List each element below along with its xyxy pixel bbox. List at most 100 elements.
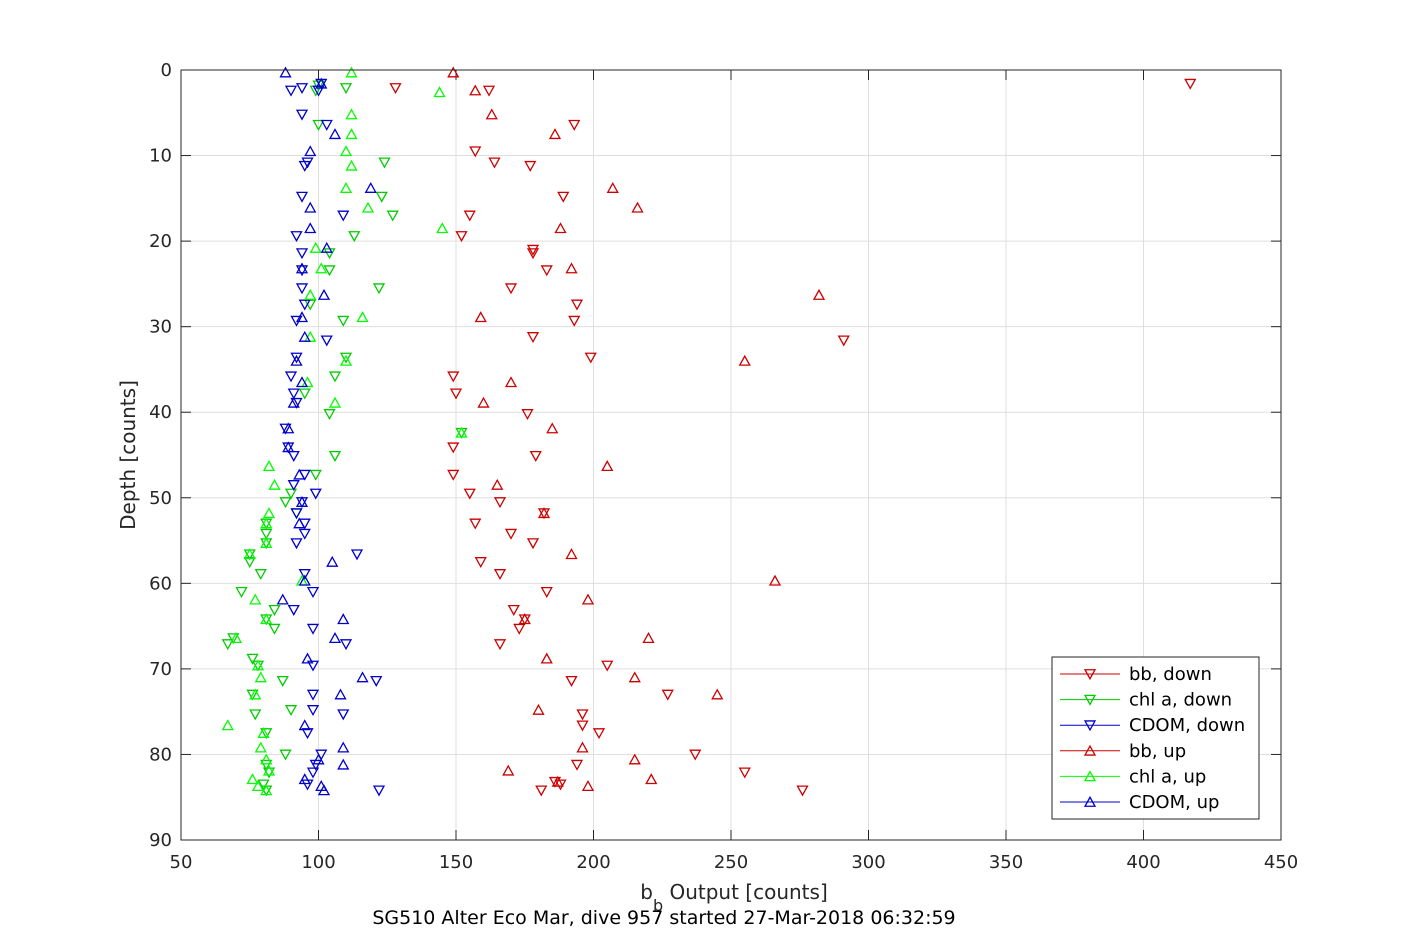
point-cdom-down xyxy=(372,785,386,797)
point-chl-a-down xyxy=(254,569,267,581)
axis-ticks: 50 100 150 200 250 300 350 400 450 0 10 20 30 40 50 60 7… xyxy=(149,60,1298,873)
data-marks xyxy=(221,66,1197,797)
point-cdom-up xyxy=(337,741,350,753)
point-chl-a-up xyxy=(268,478,281,490)
point-bb-down xyxy=(463,488,476,500)
point-bb-up xyxy=(601,460,614,472)
point-cdom-up xyxy=(317,288,331,300)
plot-frame xyxy=(180,69,1282,841)
point-bb-down xyxy=(455,231,468,243)
point-cdom-down xyxy=(287,388,300,400)
legend: bb, down chl a, down CDOM, down bb, up chl a… xyxy=(1051,656,1260,820)
point-cdom-down xyxy=(284,85,298,97)
point-chl-a-down xyxy=(284,705,298,717)
point-cdom-up xyxy=(293,468,306,480)
legend-marker-chl-a-down xyxy=(1083,694,1097,706)
x-tick-label: 400 xyxy=(1126,852,1160,873)
point-bb-down xyxy=(513,623,526,635)
point-cdom-up xyxy=(337,758,350,770)
point-bb-down xyxy=(389,83,402,95)
point-chl-a-down xyxy=(284,488,298,500)
point-chl-a-down xyxy=(312,119,325,131)
point-chl-a-up xyxy=(339,181,353,193)
point-chl-a-down xyxy=(249,709,262,721)
point-cdom-up xyxy=(290,354,303,366)
point-cdom-up xyxy=(337,613,350,625)
point-cdom-down xyxy=(339,639,353,651)
point-cdom-down xyxy=(295,248,309,260)
point-bb-up xyxy=(518,613,531,625)
point-bb-up xyxy=(491,478,504,490)
y-tick-label: 60 xyxy=(149,573,172,594)
point-chl-a-up xyxy=(262,507,276,519)
point-cdom-up xyxy=(287,396,300,408)
point-chl-a-down xyxy=(328,371,342,383)
point-cdom-down xyxy=(287,480,300,492)
point-bb-down xyxy=(568,119,581,131)
point-cdom-down xyxy=(298,569,311,581)
point-bb-down xyxy=(540,265,553,277)
point-cdom-up xyxy=(334,688,347,700)
point-chl-a-down xyxy=(279,497,292,509)
point-bb-down xyxy=(493,497,507,509)
point-cdom-down xyxy=(350,549,364,561)
point-cdom-up xyxy=(326,555,339,567)
legend-label-cdom-up: CDOM, up xyxy=(1129,792,1219,813)
x-tick-label: 50 xyxy=(170,852,193,873)
point-cdom-up xyxy=(328,632,342,643)
point-chl-a-down xyxy=(262,767,276,779)
point-chl-a-down xyxy=(235,586,248,598)
point-bb-down xyxy=(570,299,584,311)
point-bb-down xyxy=(548,776,562,788)
point-chl-a-down xyxy=(246,689,259,701)
point-bb-down xyxy=(447,469,460,481)
point-chl-a-up xyxy=(262,764,276,776)
point-chl-a-down xyxy=(309,469,322,481)
point-chl-a-up xyxy=(339,145,353,157)
point-cdom-up xyxy=(298,773,311,785)
point-cdom-up xyxy=(312,753,325,765)
y-tick-label: 20 xyxy=(149,231,172,252)
point-cdom-down xyxy=(306,767,320,779)
point-cdom-up xyxy=(295,376,309,388)
point-chl-a-up xyxy=(356,311,369,323)
point-chl-a-down xyxy=(372,283,386,295)
point-bb-up xyxy=(631,201,644,213)
point-cdom-up xyxy=(356,671,369,683)
point-bb-up xyxy=(711,688,724,700)
point-cdom-up xyxy=(304,222,317,234)
point-chl-a-down xyxy=(339,352,353,364)
point-cdom-up xyxy=(301,652,314,664)
point-bb-down xyxy=(796,785,809,797)
point-chl-a-up xyxy=(257,726,270,738)
point-chl-a-up xyxy=(433,86,446,98)
point-cdom-down xyxy=(298,299,311,311)
point-bb-down xyxy=(524,160,537,172)
y-tick-label: 40 xyxy=(149,402,172,423)
point-bb-down xyxy=(521,409,534,421)
point-cdom-up xyxy=(328,128,342,140)
point-bb-down xyxy=(507,604,520,616)
x-axis-label-main: b xyxy=(640,880,653,904)
x-tick-label: 450 xyxy=(1264,852,1298,873)
point-bb-up xyxy=(642,632,655,643)
point-bb-up xyxy=(812,288,826,300)
point-cdom-down xyxy=(287,604,300,616)
point-bb-down xyxy=(504,528,518,540)
point-bb-down xyxy=(568,315,581,327)
point-cdom-down xyxy=(337,210,350,222)
point-bb-up xyxy=(532,703,545,715)
point-bb-up xyxy=(502,764,515,776)
point-bb-down xyxy=(447,442,460,454)
x-tick-label: 350 xyxy=(989,852,1023,873)
point-cdom-up xyxy=(304,201,317,213)
point-cdom-down xyxy=(295,283,309,295)
point-cdom-down xyxy=(312,85,325,97)
point-chl-a-down xyxy=(243,557,256,569)
x-tick-label: 100 xyxy=(301,852,335,873)
point-cdom-up xyxy=(295,495,309,507)
point-chl-a-up xyxy=(260,537,273,549)
point-bb-down xyxy=(493,639,507,651)
point-cdom-down xyxy=(370,675,383,687)
